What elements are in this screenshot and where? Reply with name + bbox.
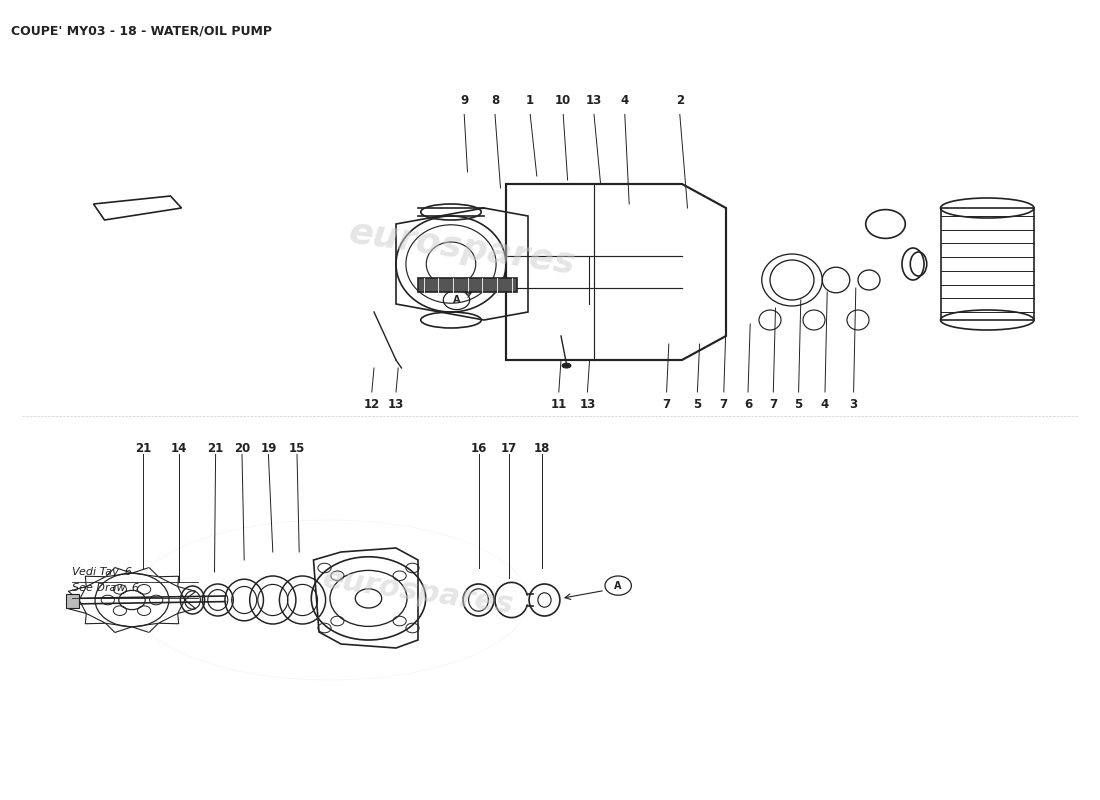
Text: 2: 2 (675, 94, 684, 106)
Bar (418, 278, 517, 292)
Bar (66, 594, 79, 608)
Text: 4: 4 (821, 398, 829, 410)
Text: 9: 9 (460, 94, 469, 106)
Text: 21: 21 (135, 442, 151, 454)
Text: eurospares: eurospares (320, 564, 516, 620)
Text: 11: 11 (551, 398, 566, 410)
Text: 21: 21 (208, 442, 223, 454)
Bar (940, 208, 1034, 320)
Text: Vedi Tav. 6: Vedi Tav. 6 (72, 567, 132, 577)
Text: 13: 13 (586, 94, 602, 106)
Text: 12: 12 (364, 398, 380, 410)
Text: 7: 7 (769, 398, 778, 410)
Text: 8: 8 (491, 94, 499, 106)
Text: 18: 18 (535, 442, 550, 454)
Text: 10: 10 (556, 94, 571, 106)
Text: 13: 13 (580, 398, 595, 410)
Text: 20: 20 (234, 442, 250, 454)
Text: 16: 16 (471, 442, 486, 454)
Text: 14: 14 (172, 442, 187, 454)
Text: 5: 5 (693, 398, 702, 410)
Text: A: A (615, 581, 622, 590)
Text: 7: 7 (719, 398, 728, 410)
Text: 6: 6 (744, 398, 752, 410)
Text: 13: 13 (388, 398, 404, 410)
Text: 17: 17 (502, 442, 517, 454)
Text: 19: 19 (261, 442, 276, 454)
Text: 15: 15 (289, 442, 305, 454)
Text: See Draw. 6: See Draw. 6 (72, 583, 139, 593)
Text: 5: 5 (794, 398, 803, 410)
Text: 7: 7 (662, 398, 671, 410)
Text: 4: 4 (620, 94, 629, 106)
Text: 1: 1 (526, 94, 535, 106)
Text: A: A (453, 295, 460, 305)
Ellipse shape (562, 363, 571, 368)
Text: eurospares: eurospares (346, 215, 578, 281)
Text: COUPE' MY03 - 18 - WATER/OIL PUMP: COUPE' MY03 - 18 - WATER/OIL PUMP (11, 24, 272, 37)
Text: 3: 3 (849, 398, 858, 410)
